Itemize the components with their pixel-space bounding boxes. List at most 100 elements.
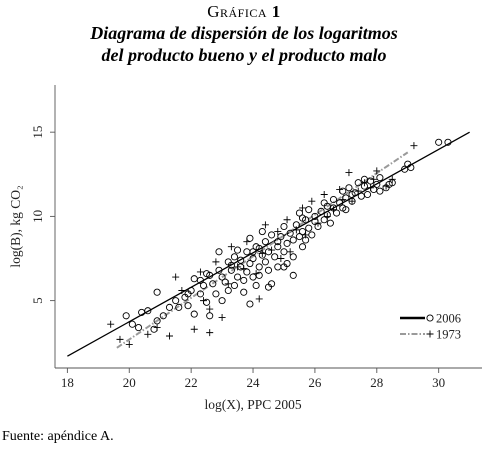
point-2006-30: [224, 286, 232, 295]
point-2006-31: [227, 266, 235, 274]
x-tick-label-18: 18: [61, 375, 74, 390]
point-1973-3: [144, 330, 152, 338]
point-2006-117: [249, 248, 257, 256]
figure-label-number: 1: [271, 2, 281, 21]
legend-label-1973: 1973: [436, 328, 461, 342]
point-1973-35: [323, 212, 331, 220]
point-2006-101: [373, 180, 381, 188]
point-2006-60: [277, 233, 285, 241]
point-1973-24: [268, 246, 276, 254]
point-2006-59: [274, 263, 282, 271]
y-tick-label-5: 5: [30, 297, 45, 304]
point-2006-127: [339, 204, 347, 212]
fit-line-2006: [67, 131, 470, 357]
point-1973-46: [382, 182, 390, 190]
source-note: Fuente: apéndice A.: [2, 429, 114, 444]
legend-label-2006: 2006: [436, 312, 461, 326]
point-1973-32: [308, 197, 316, 205]
point-2006-43: [249, 273, 257, 281]
point-2006-53: [264, 266, 273, 274]
point-1973-7: [178, 287, 186, 295]
point-2006-62: [280, 222, 288, 231]
chart-title-line-1: Diagrama de dispersión de los logaritmos: [90, 23, 398, 43]
x-tick-label-24: 24: [247, 375, 261, 390]
point-2006-4: [144, 307, 152, 315]
point-2006-110: [444, 138, 452, 146]
point-2006-7: [153, 288, 161, 296]
point-1973-25: [274, 228, 282, 236]
point-2006-24: [215, 266, 223, 274]
point-2006-19: [203, 298, 211, 306]
point-1973-1: [116, 335, 124, 343]
point-1973-21: [255, 295, 263, 303]
point-2006-118: [274, 238, 282, 246]
point-2006-52: [261, 238, 269, 246]
x-axis-title: log(X), PPC 2005: [204, 397, 301, 412]
point-2006-76: [308, 231, 316, 239]
point-2006-35: [234, 246, 242, 254]
point-2006-37: [240, 276, 248, 284]
point-2006-55: [268, 231, 276, 239]
point-2006-41: [246, 260, 254, 268]
point-2006-48: [255, 271, 263, 279]
point-2006-47: [255, 263, 263, 271]
point-2006-38: [240, 288, 248, 296]
point-2006-21: [206, 312, 214, 320]
point-2006-57: [271, 253, 279, 261]
point-1973-0: [107, 320, 115, 328]
point-2006-44: [249, 254, 257, 263]
point-2006-114: [289, 271, 297, 279]
point-1973-5: [165, 332, 173, 340]
point-1973-30: [299, 204, 307, 212]
point-1973-38: [339, 196, 347, 204]
point-1973-42: [360, 179, 368, 187]
point-1973-36: [329, 206, 337, 214]
point-2006-125: [255, 244, 263, 252]
point-2006-65: [286, 229, 294, 237]
point-2006-8: [159, 312, 167, 320]
point-2006-50: [258, 228, 266, 236]
point-2006-27: [218, 273, 226, 281]
point-2006-61: [280, 248, 288, 256]
point-2006-120: [323, 202, 331, 210]
point-1973-4: [153, 324, 161, 332]
point-1973-29: [292, 226, 300, 234]
point-2006-67: [289, 253, 297, 261]
axes: 18 20 22 24 26 28 30 5 10 15 log(X), PPC 2005 log(B…: [8, 85, 482, 412]
point-2006-6: [153, 317, 161, 325]
x-tick-label-20: 20: [123, 375, 136, 390]
point-1973-45: [373, 167, 381, 175]
point-1973-11: [206, 305, 214, 313]
point-2006-75: [305, 206, 313, 214]
point-2006-32: [230, 281, 239, 290]
x-tick-label-22: 22: [185, 375, 198, 390]
point-2006-66: [289, 236, 297, 244]
point-2006-10: [172, 297, 180, 305]
point-2006-111: [246, 300, 254, 308]
point-2006-5: [150, 325, 158, 333]
point-2006-39: [243, 248, 251, 256]
figure-label-word: Gráfica: [207, 2, 268, 21]
x-tick-label-30: 30: [432, 375, 445, 390]
point-2006-15: [190, 310, 198, 318]
point-2006-25: [215, 248, 223, 256]
point-2006-116: [227, 261, 235, 269]
point-2006-17: [196, 290, 204, 298]
point-2006-102: [376, 174, 384, 182]
point-1973-41: [354, 187, 362, 195]
legend: 2006 1973: [400, 312, 461, 342]
point-2006-16: [190, 275, 198, 283]
point-1973-14: [218, 313, 226, 321]
point-2006-72: [298, 243, 307, 251]
point-1973-16: [227, 243, 235, 251]
point-2006-80: [317, 207, 325, 215]
point-2006-112: [264, 283, 273, 291]
y-axis-title: log(B), kg CO₂: [8, 185, 23, 267]
x-tick-label-28: 28: [370, 375, 383, 390]
point-2006-22: [209, 280, 217, 288]
point-1973-34: [320, 190, 328, 198]
point-2006-23: [212, 290, 220, 298]
point-2006-113: [280, 263, 288, 271]
point-1973-17: [234, 263, 242, 271]
point-2006-74: [305, 224, 313, 232]
